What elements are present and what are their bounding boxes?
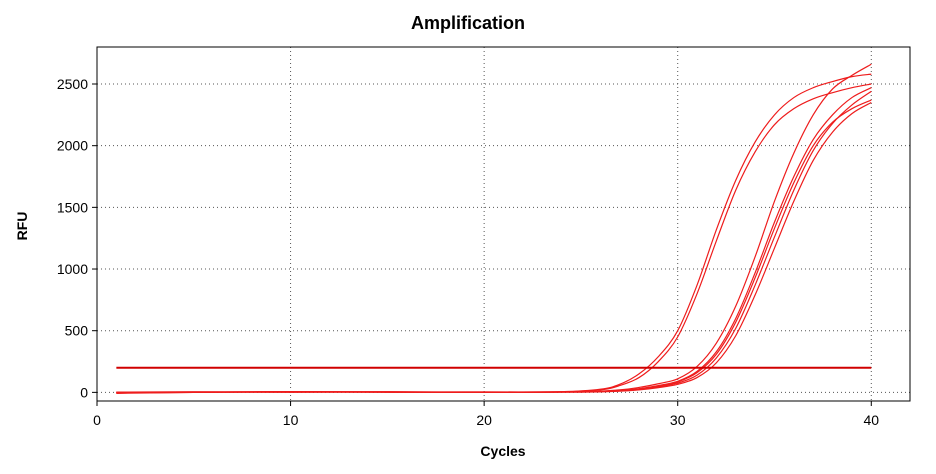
y-tick-label: 1000	[57, 261, 88, 277]
grid-lines	[97, 47, 910, 401]
series-line-2	[116, 83, 872, 394]
x-tick-label: 40	[863, 412, 879, 428]
series-line-3	[116, 63, 872, 393]
x-tick-label: 0	[93, 412, 101, 428]
x-tick-label: 10	[283, 412, 299, 428]
x-tick-label: 20	[476, 412, 492, 428]
y-tick-label: 2000	[57, 138, 88, 154]
y-tick-label: 2500	[57, 76, 88, 92]
x-tick-label: 30	[670, 412, 686, 428]
series-line-1	[116, 73, 872, 393]
y-tick-label: 1500	[57, 199, 88, 215]
plot-area-frame	[96, 46, 911, 402]
series-group	[116, 63, 872, 394]
series-line-7	[116, 99, 872, 393]
ticks-group: 0 10 20 30 40 0 500 1000 1500 2000 2500	[57, 76, 879, 428]
chart-title: Amplification	[411, 13, 525, 33]
y-tick-label: 0	[80, 384, 88, 400]
y-tick-label: 500	[65, 323, 89, 339]
y-axis-title: RFU	[14, 212, 30, 241]
x-axis-title: Cycles	[480, 443, 525, 459]
series-line-4	[116, 87, 872, 394]
